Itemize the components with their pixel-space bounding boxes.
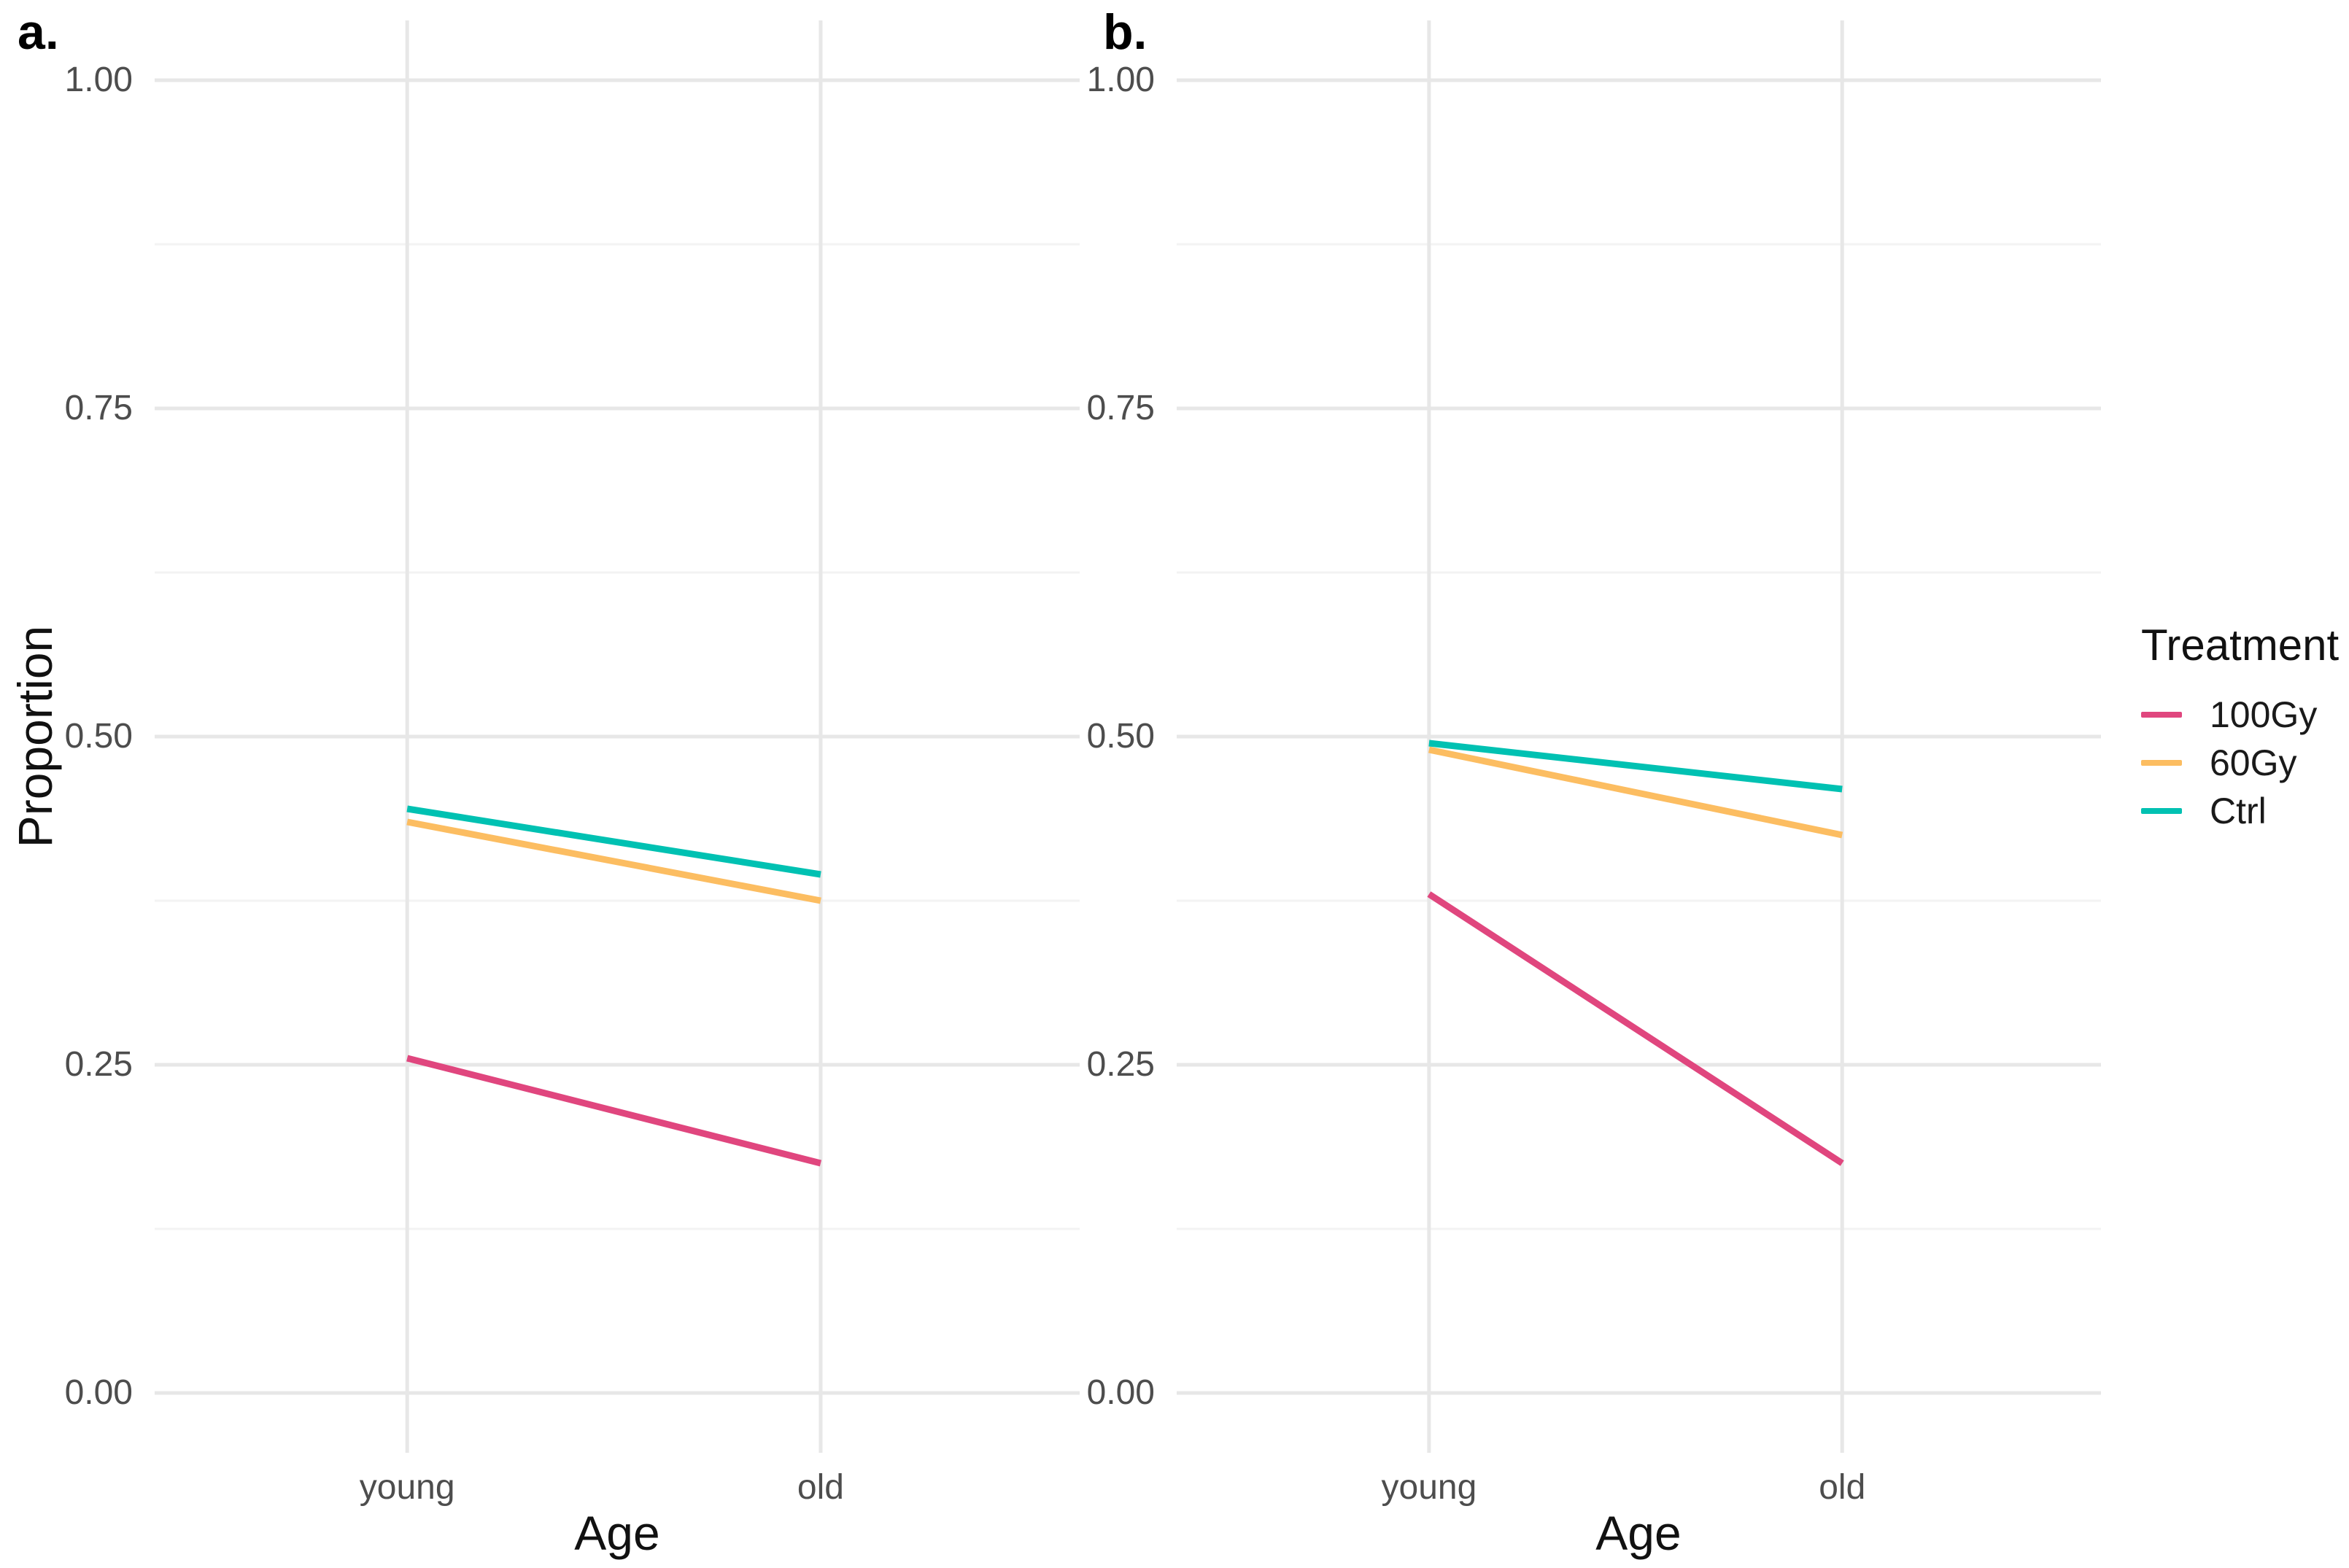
legend: Treatment 100Gy 60Gy Ctrl <box>2141 620 2349 835</box>
x-axis-title-b: Age <box>1595 1506 1682 1560</box>
legend-label-ctrl: Ctrl <box>2210 791 2267 831</box>
x-tick-label: old <box>1819 1468 1866 1507</box>
x-tick-label: young <box>359 1468 455 1507</box>
y-tick-label: 1.00 <box>64 61 133 99</box>
legend-item-100gy: 100Gy <box>2141 691 2349 739</box>
y-tick-label: 0.00 <box>64 1373 133 1412</box>
y-tick-label: 0.75 <box>1086 389 1155 427</box>
legend-item-ctrl: Ctrl <box>2141 787 2349 835</box>
panel-plot-area <box>155 20 1080 1453</box>
series-line-100Gy <box>406 1055 822 1167</box>
x-tick-label: young <box>1381 1468 1477 1507</box>
legend-key-line-ctrl <box>2141 808 2182 814</box>
panel-tag-b: b. <box>1103 4 1148 60</box>
y-tick-label: 0.25 <box>1086 1045 1155 1084</box>
series-line-Ctrl <box>406 805 821 878</box>
x-axis-title-a: Age <box>574 1506 660 1560</box>
legend-key-line-100gy <box>2141 712 2182 718</box>
plot-panel-b <box>1177 20 2101 1453</box>
y-tick-label: 0.50 <box>64 717 133 756</box>
panel-plot-area <box>1177 20 2101 1453</box>
legend-label-100gy: 100Gy <box>2210 694 2318 735</box>
series-line-100Gy <box>1427 891 1844 1166</box>
y-tick-label: 1.00 <box>1086 61 1155 99</box>
legend-item-60gy: 60Gy <box>2141 739 2349 787</box>
y-tick-label: 0.00 <box>1086 1373 1155 1412</box>
legend-label-60gy: 60Gy <box>2210 742 2297 783</box>
y-tick-label: 0.25 <box>64 1045 133 1084</box>
panel-tag-a: a. <box>18 4 59 60</box>
x-tick-label: old <box>797 1468 844 1507</box>
series-line-60Gy <box>406 818 821 904</box>
series-line-60Gy <box>1428 746 1843 839</box>
series-line-Ctrl <box>1428 740 1843 793</box>
plot-panel-a <box>155 20 1080 1453</box>
y-tick-label: 0.75 <box>64 389 133 427</box>
y-tick-label: 0.50 <box>1086 717 1155 756</box>
legend-key-line-60gy <box>2141 760 2182 766</box>
legend-title: Treatment <box>2141 621 2340 669</box>
